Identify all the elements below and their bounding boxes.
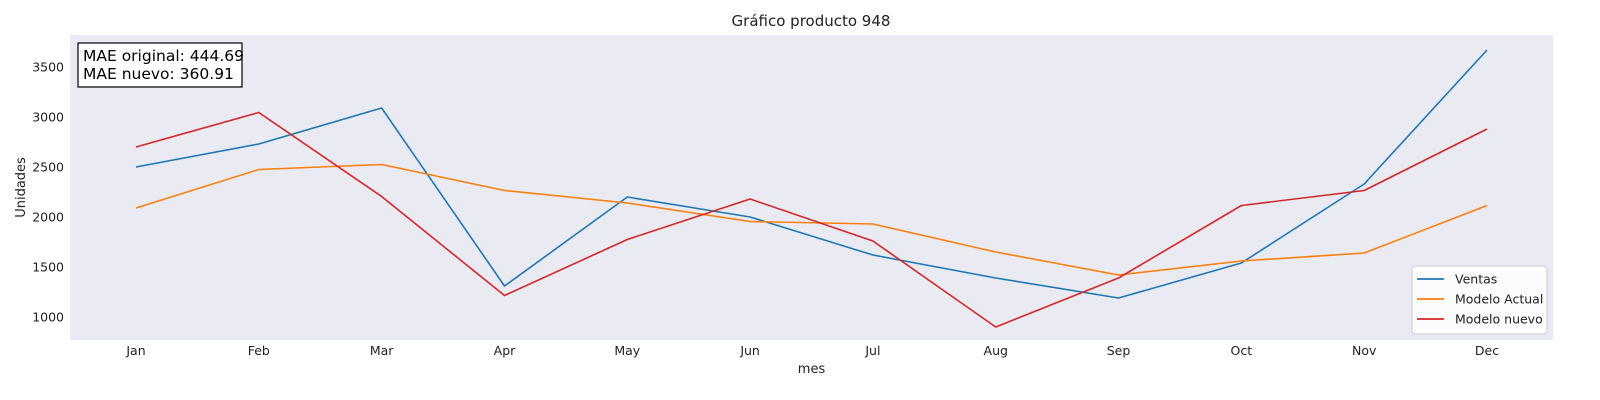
y-tick-label: 1000 — [32, 310, 64, 325]
x-tick-label: Jun — [739, 343, 760, 358]
legend-label: Modelo nuevo — [1455, 312, 1543, 327]
x-tick-label: Aug — [984, 343, 1008, 358]
legend-frame — [1411, 265, 1548, 335]
y-tick-label: 3500 — [32, 60, 64, 75]
y-axis-label: Unidades — [14, 157, 29, 218]
x-tick-label: Jul — [864, 343, 880, 358]
plot-area — [70, 35, 1553, 340]
mae-original-text: MAE original: 444.69 — [83, 47, 244, 65]
y-tick-label: 1500 — [32, 260, 64, 275]
legend-label: Ventas — [1455, 272, 1497, 287]
series-line — [135, 111, 1488, 328]
series-line — [135, 49, 1488, 299]
legend-label: Modelo Actual — [1455, 292, 1543, 307]
mae-annotation-frame — [77, 42, 243, 88]
x-axis-ticks: Jan Feb Mar Apr May Jun Jul Aug Sep Oct Nov Dec — [125, 343, 1499, 358]
series-line — [135, 163, 1488, 276]
x-tick-label: Dec — [1475, 343, 1499, 358]
y-tick-label: 2500 — [32, 160, 64, 175]
series-lines — [135, 49, 1488, 328]
x-tick-label: Apr — [494, 343, 516, 358]
mae-new-text: MAE nuevo: 360.91 — [83, 65, 234, 83]
x-tick-label: May — [614, 343, 640, 358]
x-tick-label: Mar — [370, 343, 394, 358]
x-tick-label: Oct — [1231, 343, 1253, 358]
x-tick-label: Sep — [1107, 343, 1131, 358]
mae-annotation-box: MAE original: 444.69 MAE nuevo: 360.91 — [77, 42, 244, 88]
x-tick-label: Jan — [125, 343, 145, 358]
chart-title: Gráfico producto 948 — [732, 12, 891, 30]
y-tick-label: 3000 — [32, 110, 64, 125]
x-tick-label: Nov — [1352, 343, 1377, 358]
y-axis-ticks: 1000 1500 2000 2500 3000 3500 — [32, 60, 64, 325]
y-tick-label: 2000 — [32, 210, 64, 225]
x-axis-label: mes — [798, 362, 826, 377]
x-tick-label: Feb — [248, 343, 270, 358]
chart-legend: Ventas Modelo Actual Modelo nuevo — [1411, 265, 1548, 335]
